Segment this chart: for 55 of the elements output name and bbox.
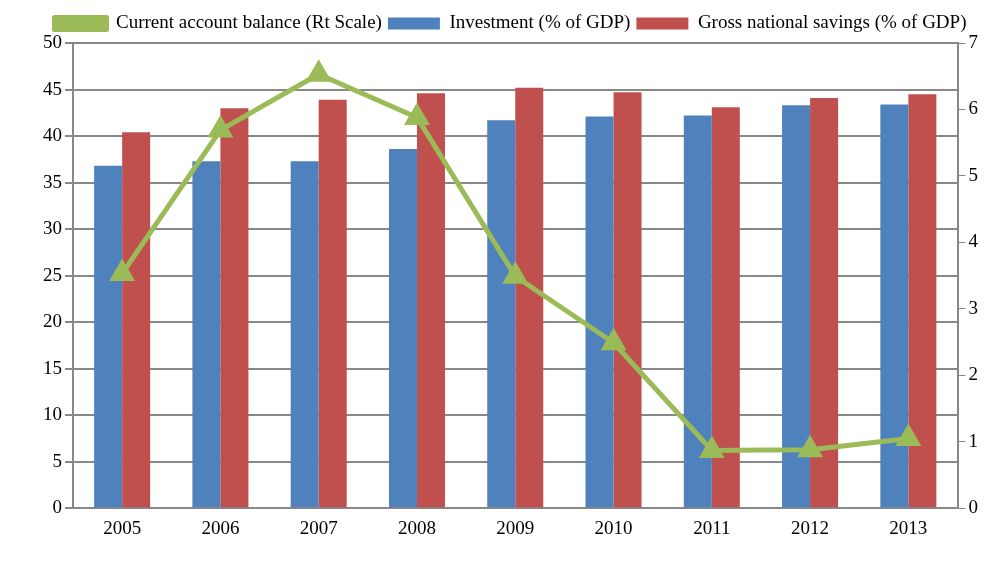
x-tick-label: 2009 [496, 516, 535, 538]
bar [782, 105, 811, 508]
bar [220, 108, 249, 508]
legend-label: Investment (% of GDP) [449, 11, 631, 34]
y-tick-label: 25 [43, 263, 62, 285]
x-tick-label: 2013 [889, 516, 928, 538]
point [895, 423, 922, 446]
point [699, 435, 725, 458]
x-tick-label: 2010 [594, 516, 633, 538]
bar [908, 94, 937, 508]
bar [94, 165, 123, 508]
x-tick-label: 2007 [299, 516, 338, 538]
bar [810, 97, 839, 508]
x-tick-label: 2011 [693, 516, 731, 538]
legend-label: Gross national savings (% of GDP) [697, 11, 967, 34]
point [502, 261, 527, 284]
x-tick-label: 2006 [201, 516, 240, 538]
legend-label: Current account balance (Rt Scale) [116, 11, 382, 34]
y2-tick-label: 1 [968, 429, 978, 451]
bar [318, 99, 347, 508]
y2-tick-label: 7 [968, 30, 978, 52]
bar [388, 149, 417, 508]
bar [515, 87, 544, 508]
y2-tick-label: 3 [968, 296, 978, 318]
y-tick-label: 10 [43, 403, 62, 425]
y-tick-label: 40 [43, 124, 62, 146]
bar [585, 116, 614, 508]
bar [122, 132, 151, 508]
point [798, 437, 822, 458]
y-tick-label: 15 [43, 356, 62, 378]
y2-tick-label: 0 [968, 496, 978, 518]
y2-tick-label: 6 [968, 97, 978, 119]
y2-tick-label: 5 [968, 163, 978, 185]
y-tick-label: 30 [43, 217, 62, 239]
point [207, 115, 234, 138]
y-tick-label: 5 [52, 449, 62, 471]
y2-tick-label: 2 [968, 363, 978, 385]
point [404, 102, 430, 125]
x-tick-label: 2005 [103, 516, 142, 538]
y-tick-label: 35 [43, 170, 62, 192]
bar [487, 120, 516, 508]
y-tick-label: 0 [52, 496, 62, 518]
y-tick-label: 20 [43, 310, 62, 332]
y-tick-label: 50 [43, 30, 62, 52]
y-tick-label: 45 [43, 77, 62, 99]
bar [880, 104, 909, 508]
bar [613, 92, 642, 508]
bar [290, 161, 319, 508]
bar [711, 107, 740, 508]
bar [683, 115, 712, 508]
bar [416, 93, 445, 508]
bar [192, 161, 221, 508]
x-tick-label: 2008 [397, 516, 436, 538]
y2-tick-label: 4 [968, 230, 979, 252]
x-tick-label: 2012 [791, 516, 830, 538]
